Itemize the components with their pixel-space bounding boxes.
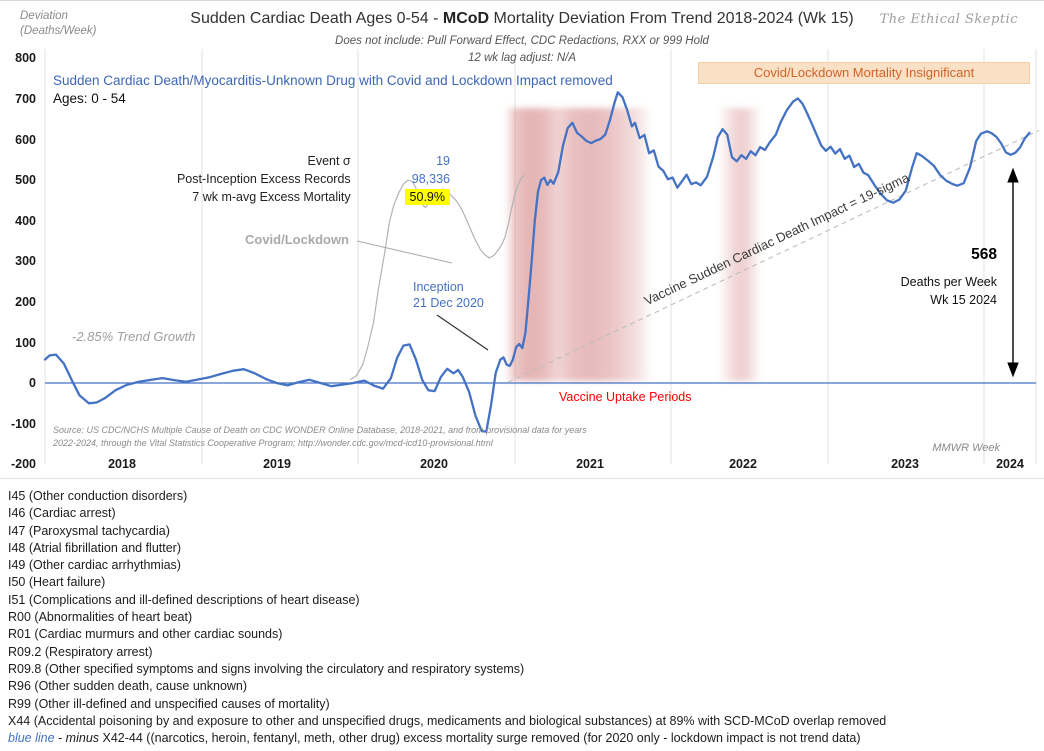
stat-event-sigma: Event σ 19	[150, 152, 452, 170]
y-tick: -200	[10, 457, 36, 471]
icd-item: R99 (Other ill-defined and unspecified c…	[8, 696, 330, 711]
stat-value-highlighted: 50.9%	[351, 189, 452, 205]
sigma-trend-line	[508, 129, 1040, 383]
vaccine-uptake-label: Vaccine Uptake Periods	[559, 390, 692, 404]
icd-item: I50 (Heart failure)	[8, 575, 106, 590]
footnote-minus: - minus	[54, 731, 103, 746]
y-tick: 700	[15, 92, 36, 106]
stat-label: 7 wk m-avg Excess Mortality	[192, 190, 351, 204]
x-year-label: 2023	[891, 457, 919, 471]
y-tick: 300	[15, 254, 36, 268]
icd-item: I48 (Atrial fibrillation and flutter)	[8, 540, 181, 555]
covid-insignificant-banner: Covid/Lockdown Mortality Insignificant	[698, 62, 1030, 84]
x-axis-note: MMWR Week	[932, 442, 1000, 454]
vaccine-uptake-band-1	[505, 108, 653, 381]
y-tick: 100	[15, 336, 36, 350]
y-axis-title: Deviation (Deaths/Week)	[20, 10, 97, 37]
covid-lockdown-label: Covid/Lockdown	[245, 232, 349, 247]
x-year-label: 2018	[108, 457, 136, 471]
deviation-chart-canvas	[43, 49, 1040, 464]
stat-label: Post-Inception Excess Records	[176, 172, 351, 186]
deaths-week-ref: Wk 15 2024	[930, 293, 997, 307]
x-year-label: 2019	[263, 457, 291, 471]
chart-subtitle: Does not include: Pull Forward Effect, C…	[335, 35, 709, 47]
stat-label: Event σ	[307, 154, 351, 168]
deaths-range-arrow	[1007, 167, 1019, 378]
y-tick: -100	[10, 417, 36, 431]
icd-item: X44 (Accidental poisoning by and exposur…	[8, 713, 887, 728]
footnote-rest: X42-44 ((narcotics, heroin, fentanyl, me…	[102, 731, 861, 746]
covid-label-leader	[356, 240, 453, 264]
x-year-label: 2021	[576, 457, 604, 471]
ages-label: Ages: 0 - 54	[53, 91, 126, 106]
y-tick: 0	[29, 376, 36, 390]
blue-line-footnote: blue line - minus X42-44 ((narcotics, he…	[8, 730, 1038, 747]
x-year-label: 2024	[996, 457, 1024, 471]
trend-growth-label: -2.85% Trend Growth	[72, 329, 196, 344]
y-tick: 800	[15, 51, 36, 65]
deviation-series	[43, 91, 1031, 433]
lag-adjust-note: 12 wk lag adjust: N/A	[467, 52, 577, 64]
icd-item: R09.2 (Respiratory arrest)	[8, 644, 153, 659]
stat-excess-mortality: 7 wk m-avg Excess Mortality 50.9%	[150, 188, 452, 206]
y-tick: 400	[15, 214, 36, 228]
inception-leader	[436, 314, 489, 351]
highlight-value: 50.9%	[404, 189, 450, 205]
deaths-per-week-label: Deaths per Week	[900, 275, 997, 289]
y-tick: 600	[15, 133, 36, 147]
icd-code-list: I45 (Other conduction disorders) I46 (Ca…	[8, 488, 1038, 747]
chart-footer-divider	[0, 478, 1044, 479]
page-title: Sudden Cardiac Death Ages 0-54 - MCoD Mo…	[190, 10, 854, 27]
stat-value: 19	[436, 154, 450, 168]
brand-signature: The Ethical Skeptic	[879, 12, 1018, 27]
y-tick: 500	[15, 173, 36, 187]
icd-item: I51 (Complications and ill-defined descr…	[8, 592, 360, 607]
icd-item: R96 (Other sudden death, cause unknown)	[8, 679, 248, 694]
icd-item: I45 (Other conduction disorders)	[8, 489, 188, 503]
x-year-label: 2020	[420, 457, 448, 471]
footnote-blue-line: blue line	[8, 731, 55, 746]
deaths-per-week-value: 568	[971, 246, 997, 263]
icd-item: I46 (Cardiac arrest)	[8, 506, 116, 521]
y-tick: 200	[15, 295, 36, 309]
icd-item: I47 (Paroxysmal tachycardia)	[8, 523, 170, 538]
icd-item: I49 (Other cardiac arrhythmias)	[8, 558, 181, 573]
inception-label: Inception 21 Dec 2020	[413, 280, 484, 310]
stat-value: 98,336	[411, 172, 450, 186]
x-year-label: 2022	[729, 457, 757, 471]
icd-item: R01 (Cardiac murmurs and other cardiac s…	[8, 627, 283, 642]
stat-excess-records: Post-Inception Excess Records 98,336	[150, 170, 452, 188]
stats-block: Event σ 19 Post-Inception Excess Records…	[150, 152, 452, 206]
icd-item: R00 (Abnormalities of heart beat)	[8, 610, 193, 625]
icd-item: R09.8 (Other specified symptoms and sign…	[8, 661, 525, 676]
source-citation: Source: US CDC/NCHS Multiple Cause of De…	[53, 425, 587, 448]
series-description: Sudden Cardiac Death/Myocarditis-Unknown…	[53, 73, 613, 88]
